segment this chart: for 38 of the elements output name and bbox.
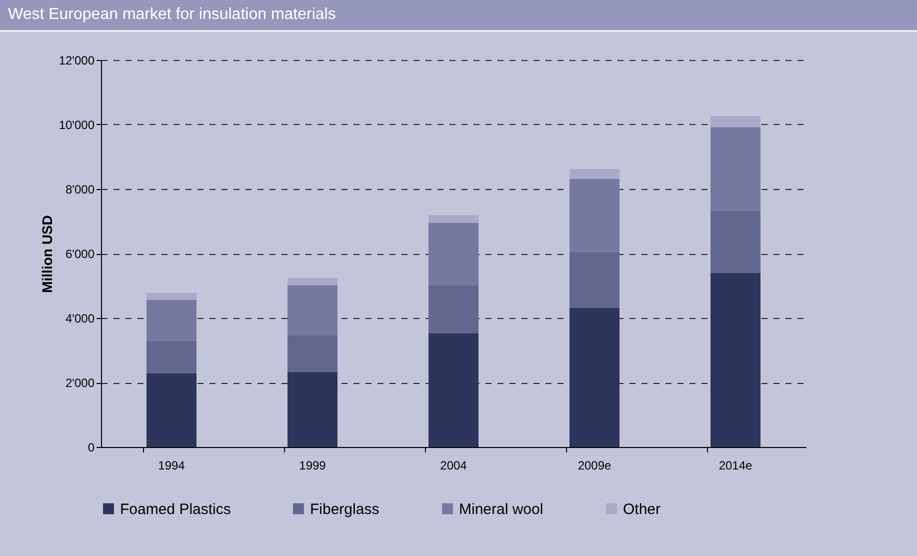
bar [288, 285, 338, 336]
legend-label: Other [623, 500, 661, 518]
y-tick-label: 4'000 [66, 312, 95, 326]
bar [146, 300, 196, 341]
chart-title: West European market for insulation materials [0, 0, 917, 32]
bar [710, 116, 760, 128]
y-tick-label: 2'000 [66, 376, 95, 390]
bar [710, 272, 760, 447]
bar [710, 127, 760, 211]
x-tick-label: 1994 [158, 458, 186, 472]
bar [146, 373, 196, 447]
x-tick-label: 2004 [440, 458, 468, 472]
bar [428, 285, 478, 334]
legend-label: Fiberglass [310, 500, 380, 518]
bar [428, 333, 478, 447]
bar [570, 252, 620, 308]
y-tick-label: 0 [88, 440, 95, 454]
x-tick-label: 2014e [718, 458, 753, 472]
legend-label: Mineral wool [459, 500, 544, 518]
bar [146, 340, 196, 374]
bar [288, 278, 338, 286]
y-tick-label: 12'000 [58, 54, 95, 68]
x-tick-label: 1999 [299, 458, 326, 472]
bar [146, 292, 196, 300]
y-tick-label: 8'000 [66, 182, 95, 196]
bar [570, 308, 620, 447]
bar [710, 210, 760, 273]
x-tick-label: 2009e [578, 458, 612, 472]
bar [428, 222, 478, 286]
y-tick-label: 6'000 [66, 247, 95, 261]
y-axis-title: Million USD [38, 215, 55, 293]
bar [288, 335, 338, 372]
bar [288, 372, 338, 447]
legend-label: Foamed Plastics [120, 500, 231, 518]
bar [570, 179, 620, 252]
bar [428, 215, 478, 223]
y-tick-label: 10'000 [58, 118, 95, 132]
bar [570, 169, 620, 180]
